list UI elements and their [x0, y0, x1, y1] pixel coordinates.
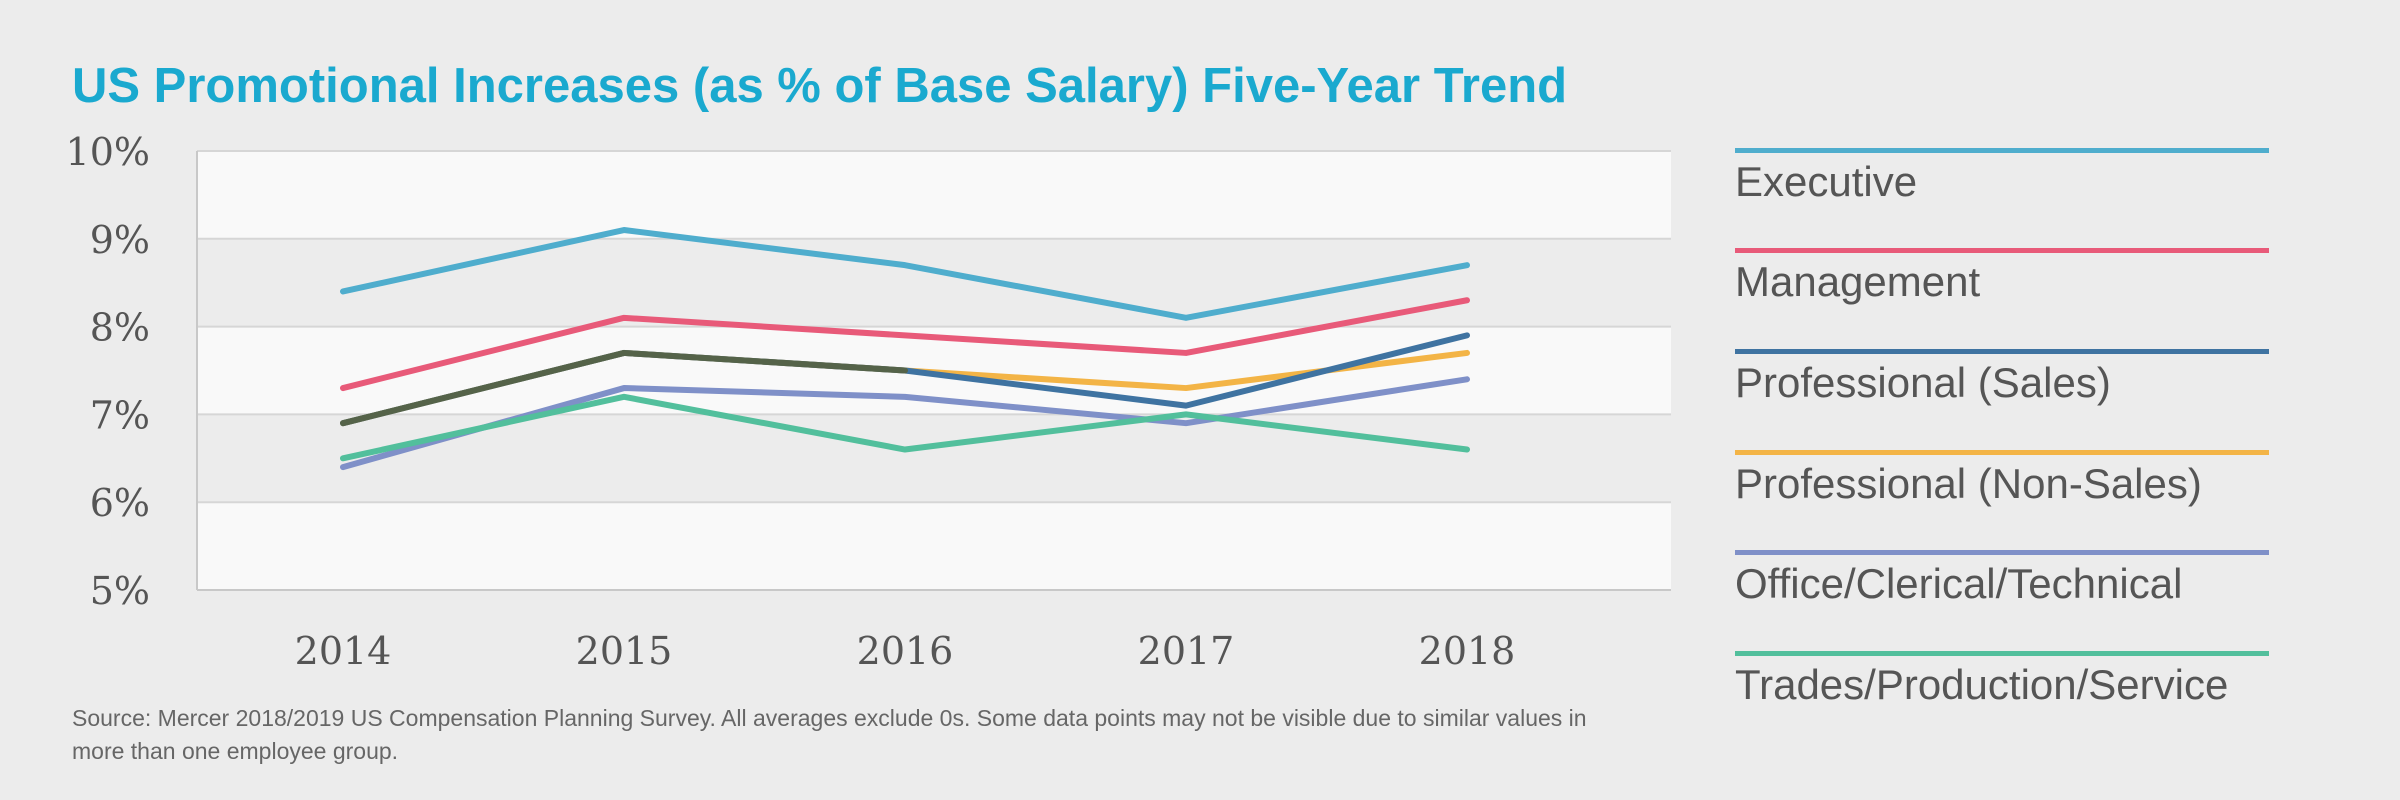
series-overlap-segment [621, 349, 908, 374]
legend-swatch [1735, 248, 2269, 253]
legend-item-trades-production-service: Trades/Production/Service [1735, 651, 2295, 731]
legend-item-office-clerical-technical: Office/Clerical/Technical [1735, 550, 2295, 630]
plot-band [197, 414, 1671, 503]
x-tick-label: 2018 [1419, 629, 1516, 673]
y-tick-label: 8% [90, 306, 150, 350]
legend-item-management: Management [1735, 248, 2295, 328]
legend-label: Professional (Non-Sales) [1735, 460, 2202, 507]
chart-title: US Promotional Increases (as % of Base S… [72, 59, 1568, 113]
legend-label: Office/Clerical/Technical [1735, 560, 2183, 607]
x-tick-label: 2014 [295, 629, 392, 673]
plot-band [197, 502, 1671, 590]
y-tick-label: 6% [90, 481, 150, 525]
legend-swatch [1735, 651, 2269, 656]
source-note: Source: Mercer 2018/2019 US Compensation… [72, 705, 1587, 764]
legend-label: Executive [1735, 158, 1918, 205]
legend-label: Professional (Sales) [1735, 359, 2111, 406]
legend-swatch [1735, 550, 2269, 555]
series-line-trades-production-service [340, 393, 1470, 462]
legend-item-executive: Executive [1735, 148, 2295, 228]
y-tick-label: 5% [90, 569, 150, 613]
legend-item-professional-sales: Professional (Sales) [1735, 349, 2295, 429]
legend-label: Trades/Production/Service [1735, 661, 2229, 708]
x-tick-label: 2017 [1138, 629, 1235, 673]
legend-item-professional-non-sales: Professional (Non-Sales) [1735, 450, 2295, 530]
legend-swatch [1735, 450, 2269, 455]
series-line-management [340, 297, 1470, 392]
legend-swatch [1735, 148, 2269, 153]
x-tick-label: 2016 [857, 629, 954, 673]
plot-band [197, 151, 1671, 239]
y-tick-label: 9% [90, 218, 150, 262]
x-tick-label: 2015 [576, 629, 673, 673]
legend-swatch [1735, 349, 2269, 354]
plot-band [197, 238, 1671, 327]
series-line-executive [340, 227, 1470, 321]
series-overlap-segment [340, 349, 627, 427]
y-tick-label: 7% [90, 393, 150, 437]
legend-label: Management [1735, 258, 1981, 305]
y-tick-label: 10% [66, 130, 150, 174]
